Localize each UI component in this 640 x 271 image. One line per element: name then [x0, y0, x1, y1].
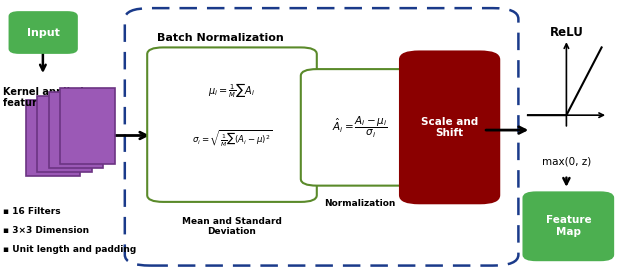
Text: Kernel applied
feature maps: Kernel applied feature maps — [3, 87, 84, 108]
Text: Normalization: Normalization — [324, 199, 396, 208]
FancyBboxPatch shape — [60, 88, 115, 164]
Text: ▪ 16 Filters: ▪ 16 Filters — [3, 207, 61, 216]
Text: Input: Input — [27, 28, 60, 37]
Text: Mean and Standard
Deviation: Mean and Standard Deviation — [182, 217, 282, 236]
FancyBboxPatch shape — [524, 192, 613, 260]
Text: $\mu_i = \frac{1}{M}\sum A_i$: $\mu_i = \frac{1}{M}\sum A_i$ — [208, 81, 256, 100]
FancyBboxPatch shape — [26, 100, 80, 176]
Text: Batch Normalization: Batch Normalization — [157, 33, 284, 43]
Text: ▪ 3×3 Dimension: ▪ 3×3 Dimension — [3, 226, 90, 235]
Text: $\hat{A}_i = \dfrac{A_i - \mu_i}{\sigma_i}$: $\hat{A}_i = \dfrac{A_i - \mu_i}{\sigma_… — [332, 115, 388, 140]
Text: ▪ Unit length and padding: ▪ Unit length and padding — [3, 245, 136, 254]
FancyBboxPatch shape — [147, 47, 317, 202]
FancyBboxPatch shape — [400, 51, 499, 203]
Text: max(0, z): max(0, z) — [542, 156, 591, 166]
FancyBboxPatch shape — [10, 12, 77, 53]
Text: Feature
Map: Feature Map — [545, 215, 591, 237]
Text: $\sigma_i = \sqrt{\frac{1}{M}\sum(A_i - \mu)^2}$: $\sigma_i = \sqrt{\frac{1}{M}\sum(A_i - … — [192, 128, 272, 149]
FancyBboxPatch shape — [301, 69, 419, 186]
FancyBboxPatch shape — [37, 96, 92, 172]
FancyBboxPatch shape — [49, 92, 103, 168]
Text: ReLU: ReLU — [550, 26, 583, 39]
Text: Scale and
Shift: Scale and Shift — [421, 117, 478, 138]
